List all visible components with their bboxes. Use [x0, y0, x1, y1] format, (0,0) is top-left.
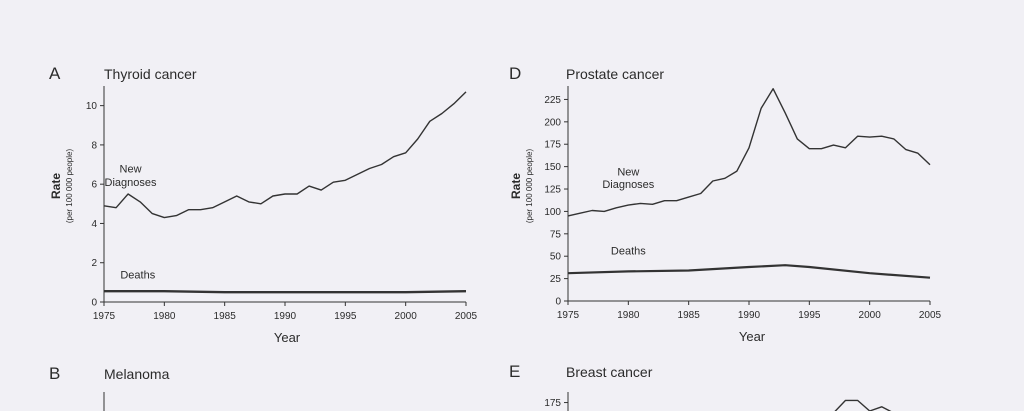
y-axis-title: Rate — [49, 173, 63, 199]
y-tick-label: 4 — [91, 219, 97, 230]
series-line-0 — [834, 399, 892, 411]
y-tick-label: 125 — [544, 185, 561, 196]
x-tick-label: 2000 — [395, 311, 418, 322]
y-tick-label: 175 — [544, 140, 561, 151]
y-tick-label: 2 — [91, 258, 97, 269]
x-tick-label: 1975 — [93, 311, 116, 322]
series-line-0 — [567, 87, 931, 217]
y-tick-label: 175 — [544, 398, 561, 409]
panel-letter-a: A — [49, 64, 61, 83]
y-tick-label: 10 — [86, 101, 98, 112]
y-tick-label: 0 — [91, 298, 97, 309]
x-tick-label: 1985 — [214, 311, 237, 322]
panel-letter-e: E — [509, 362, 520, 381]
annotation-label: Deaths — [120, 269, 155, 281]
annotation-label: New — [120, 163, 142, 175]
y-tick-label: 8 — [91, 140, 97, 151]
chart-title-melanoma: Melanoma — [104, 366, 170, 382]
x-tick-label: 2005 — [455, 311, 478, 322]
y-tick-label: 225 — [544, 95, 561, 106]
x-tick-label: 1980 — [617, 310, 640, 321]
x-tick-label: 1980 — [153, 311, 176, 322]
annotation-label: Diagnoses — [602, 179, 654, 191]
panel-letter-b: B — [49, 364, 60, 383]
y-axis-subtitle: (per 100 000 people) — [65, 149, 74, 224]
panel-breast-cancer: E Breast cancer 175 — [509, 362, 892, 411]
plot-area-breast: 175 — [544, 392, 892, 411]
panel-thyroid-cancer: A Thyroid cancer Rate (per 100 000 peopl… — [49, 64, 478, 345]
x-tick-label: 1975 — [557, 310, 580, 321]
y-tick-label: 75 — [550, 229, 562, 240]
x-tick-label: 1990 — [274, 311, 297, 322]
x-axis-title: Year — [739, 329, 766, 344]
x-tick-label: 1995 — [334, 311, 357, 322]
plot-area-melanoma — [103, 392, 105, 411]
x-tick-label: 2000 — [859, 310, 882, 321]
y-tick-label: 50 — [550, 252, 562, 263]
y-axis-title: Rate — [509, 173, 523, 199]
y-tick-label: 100 — [544, 207, 561, 218]
y-tick-label: 6 — [91, 180, 97, 191]
x-axis-title: Year — [274, 330, 301, 345]
series-line-1 — [104, 290, 467, 294]
chart-title-thyroid: Thyroid cancer — [104, 66, 197, 82]
series-line-0 — [103, 91, 467, 219]
panel-melanoma: B Melanoma — [49, 364, 170, 411]
x-tick-label: 1995 — [798, 310, 821, 321]
annotation-label: New — [617, 167, 639, 179]
series-line-1 — [567, 264, 931, 279]
y-tick-label: 25 — [550, 274, 562, 285]
annotation-label: Deaths — [611, 245, 646, 257]
y-tick-label: 150 — [544, 162, 561, 173]
panel-letter-d: D — [509, 64, 521, 83]
x-tick-label: 1990 — [738, 310, 761, 321]
x-tick-label: 2005 — [919, 310, 942, 321]
y-tick-label: 0 — [555, 297, 561, 308]
chart-title-prostate: Prostate cancer — [566, 66, 664, 82]
x-tick-label: 1985 — [678, 310, 701, 321]
panel-prostate-cancer: D Prostate cancer Rate (per 100 000 peop… — [509, 64, 942, 344]
plot-area-prostate: 1975 1980 1985 1990 1995 2000 2005 0 25 50 75 100 12… — [544, 86, 942, 321]
y-axis-subtitle: (per 100 000 people) — [525, 149, 534, 224]
chart-title-breast: Breast cancer — [566, 364, 653, 380]
y-tick-label: 200 — [544, 117, 561, 128]
annotation-label: Diagnoses — [105, 177, 157, 189]
plot-area-thyroid: 1975 1980 1985 1990 1995 2000 2005 0 2 4 6 8 10 New Di… — [86, 86, 478, 322]
